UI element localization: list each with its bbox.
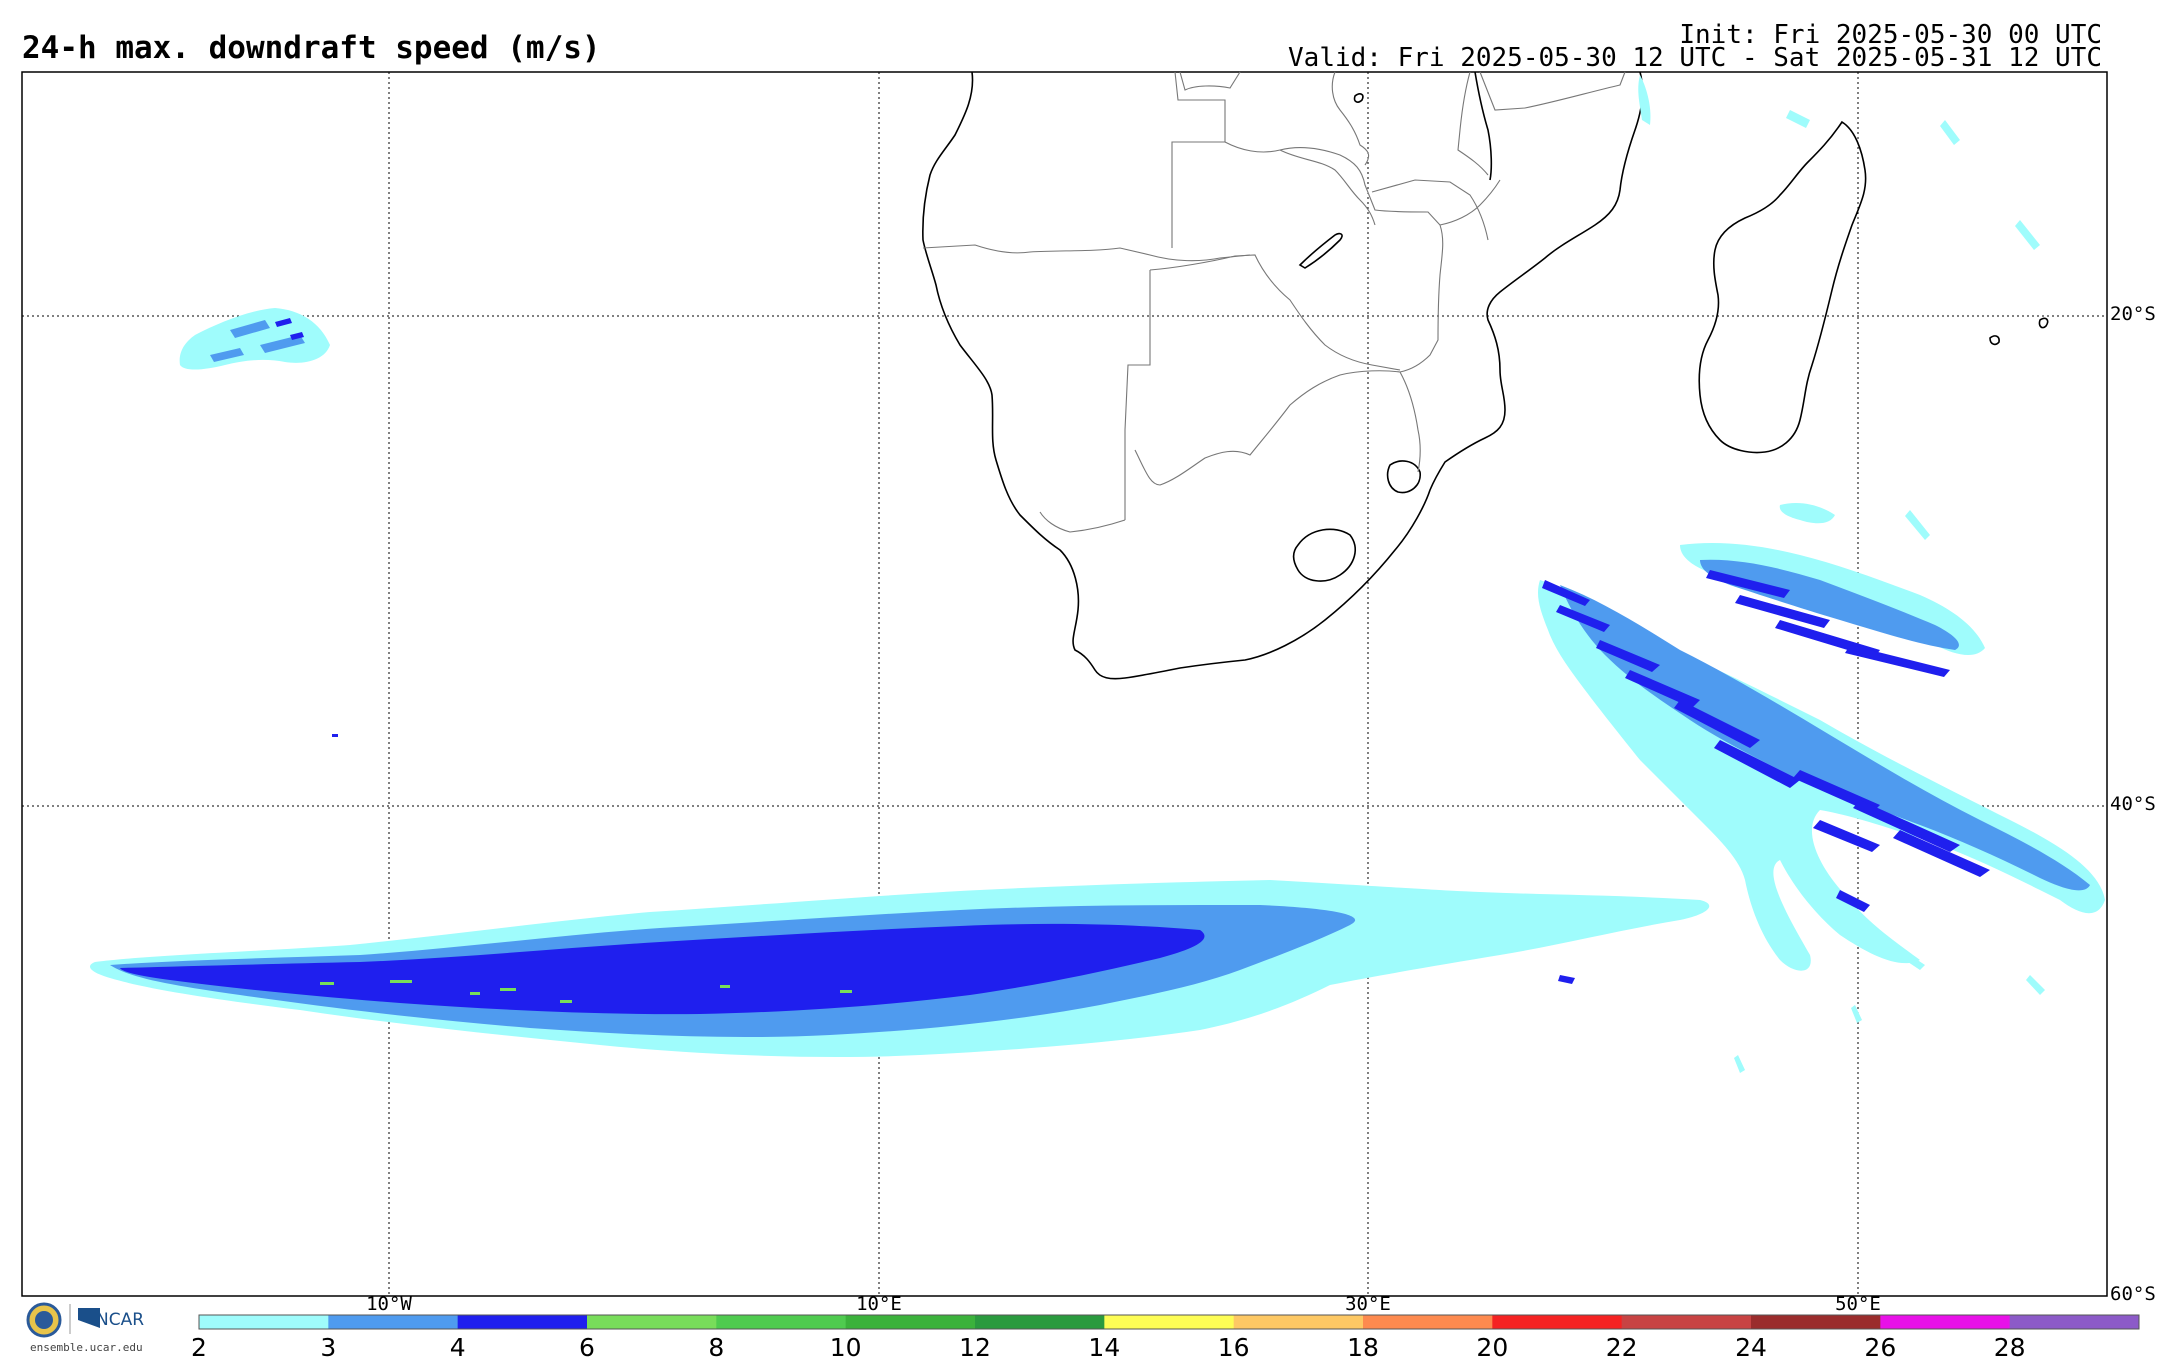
colorbar-swatch bbox=[587, 1315, 717, 1329]
downdraft-field bbox=[90, 75, 2105, 1073]
lon-label-50e: 50°E bbox=[1835, 1293, 1881, 1315]
lon-label-30e: 30°E bbox=[1345, 1293, 1391, 1315]
colorbar-tick-label: 4 bbox=[449, 1333, 466, 1362]
colorbar-swatch bbox=[1233, 1315, 1364, 1329]
graticule bbox=[22, 72, 2107, 1296]
colorbar-swatch bbox=[457, 1315, 588, 1329]
colorbar-swatch bbox=[199, 1315, 329, 1329]
colorbar-swatch bbox=[1363, 1315, 1493, 1329]
map-title: 24-h max. downdraft speed (m/s) bbox=[22, 30, 601, 66]
country-borders bbox=[922, 71, 1626, 533]
colorbar-tick-label: 3 bbox=[320, 1333, 337, 1362]
lon-label-10w: 10°W bbox=[366, 1293, 412, 1315]
colorbar-tick-label: 28 bbox=[1993, 1333, 2026, 1362]
colorbar-swatch bbox=[1104, 1315, 1235, 1329]
ncar-logo-icon bbox=[78, 1308, 100, 1328]
colorbar-tick-label: 24 bbox=[1735, 1333, 1767, 1362]
colorbar-swatch bbox=[1751, 1315, 1881, 1329]
colorbar-tick-label: 20 bbox=[1476, 1333, 1509, 1362]
colorbar-swatch bbox=[1880, 1315, 2011, 1329]
colorbar-swatch bbox=[1621, 1315, 1752, 1329]
colorbar-tick-label: 6 bbox=[579, 1333, 595, 1362]
init-time: Init: Fri 2025-05-30 00 UTC bbox=[1679, 20, 2102, 50]
colorbar-tick-label: 12 bbox=[959, 1333, 991, 1362]
map-frame bbox=[21, 71, 2108, 1297]
lon-label-10e: 10°E bbox=[856, 1293, 902, 1315]
colorbar-swatch bbox=[2009, 1315, 2140, 1329]
colorbar-swatch bbox=[845, 1315, 976, 1329]
colorbar-swatch bbox=[975, 1315, 1105, 1329]
coastline bbox=[922, 71, 2049, 680]
colorbar-tick-label: 10 bbox=[829, 1333, 862, 1362]
colorbar-swatch bbox=[1492, 1315, 1623, 1329]
colorbar-tick-label: 18 bbox=[1347, 1333, 1379, 1362]
colorbar-tick-label: 16 bbox=[1217, 1333, 1250, 1362]
colorbar-swatch bbox=[328, 1315, 459, 1329]
colorbar-tick-label: 2 bbox=[191, 1333, 207, 1362]
lat-label-20s: 20°S bbox=[2110, 303, 2156, 325]
valid-period: Valid: Fri 2025-05-30 12 UTC - Sat 2025-… bbox=[1288, 43, 2102, 73]
colorbar-tick-label: 14 bbox=[1088, 1333, 1121, 1362]
lat-label-60s: 60°S bbox=[2110, 1283, 2156, 1305]
colorbar-tick-label: 26 bbox=[1864, 1333, 1897, 1362]
colorbar-swatch bbox=[716, 1315, 847, 1329]
colorbar-swatches bbox=[199, 1315, 2140, 1329]
lat-label-40s: 40°S bbox=[2110, 793, 2156, 815]
colorbar-tick-label: 8 bbox=[708, 1333, 725, 1362]
ncar-logo-text: NCAR bbox=[96, 1310, 145, 1330]
ncar-logo bbox=[26, 1302, 100, 1338]
ensemble-url: ensemble.ucar.edu bbox=[30, 1341, 143, 1354]
colorbar-tick-label: 22 bbox=[1605, 1333, 1638, 1362]
